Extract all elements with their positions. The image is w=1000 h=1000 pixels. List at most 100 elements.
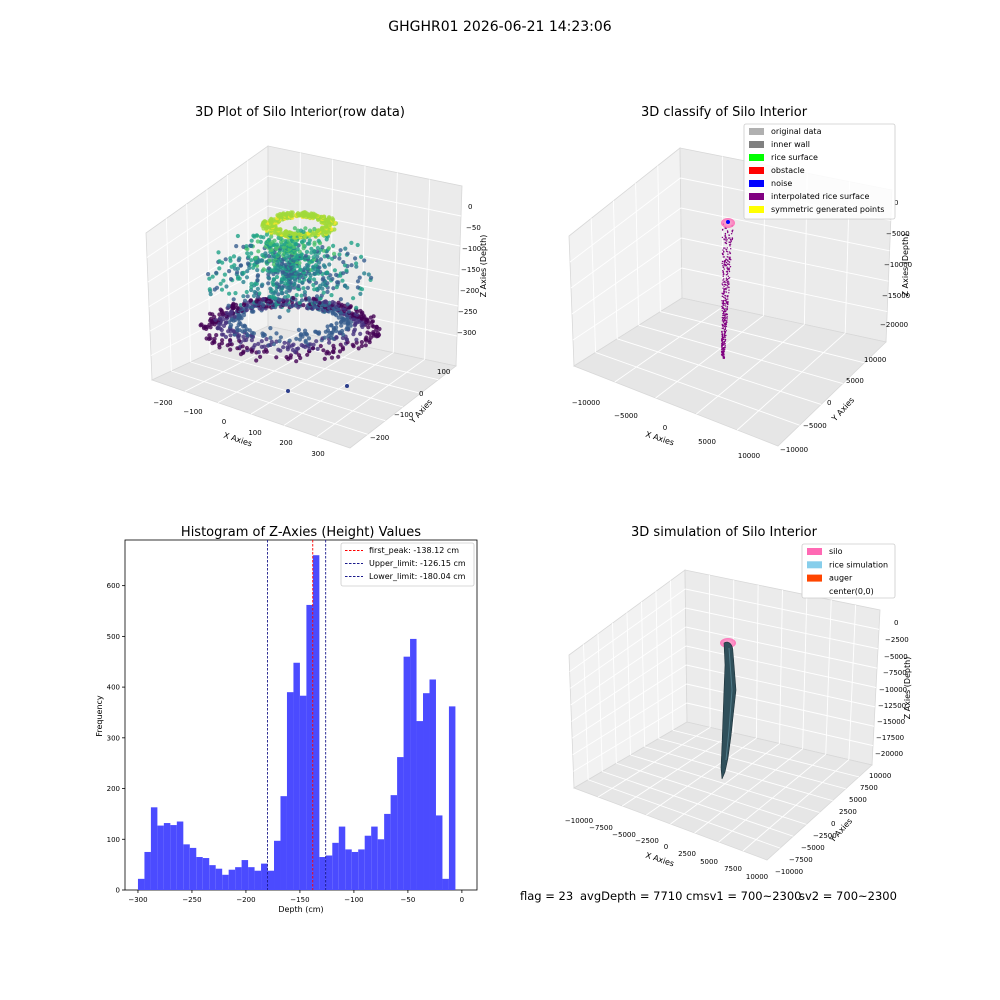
raw-point xyxy=(260,331,265,336)
classify-ztick: −5000 xyxy=(886,230,910,238)
classify-point xyxy=(724,333,726,335)
classify-point xyxy=(722,266,725,269)
classify-xtick: −5000 xyxy=(614,412,638,420)
sim-title: 3D simulation of Silo Interior xyxy=(631,525,818,540)
raw-point xyxy=(284,355,289,360)
classify-point xyxy=(722,275,724,278)
classify-point xyxy=(723,281,726,283)
classify-point xyxy=(725,323,727,326)
classify-point xyxy=(731,237,734,240)
hist-bar xyxy=(410,638,417,890)
raw-point xyxy=(302,238,307,243)
raw-point xyxy=(307,228,313,233)
raw-point xyxy=(253,255,258,260)
raw-point xyxy=(340,278,345,283)
raw-point xyxy=(226,303,231,308)
raw-point xyxy=(321,348,326,353)
hist-xlabel: Depth (cm) xyxy=(278,905,323,914)
classify-point xyxy=(728,270,731,273)
classify-ytick: 0 xyxy=(827,399,831,407)
sim-xtick: −10000 xyxy=(565,817,593,825)
raw-point xyxy=(220,338,225,343)
raw-point xyxy=(358,308,363,314)
grid-line xyxy=(742,759,850,852)
classify-point xyxy=(726,320,728,322)
raw-point xyxy=(297,353,302,358)
sim-ytick: 0 xyxy=(831,820,835,828)
raw-point xyxy=(323,299,328,304)
hist-legend xyxy=(340,542,475,587)
raw-point xyxy=(310,346,316,351)
classify-point xyxy=(723,351,725,353)
raw-point xyxy=(332,227,337,232)
raw-point xyxy=(255,239,260,244)
raw-point xyxy=(355,285,360,290)
raw-point xyxy=(228,277,234,282)
hist-bar xyxy=(364,835,372,890)
sim-legend xyxy=(801,543,896,599)
raw-point xyxy=(254,233,259,238)
raw-point xyxy=(297,278,302,284)
raw-point xyxy=(316,228,321,233)
classify-point xyxy=(726,284,729,286)
classify-y-ticks: 10000 5000 0 −5000 −10000 xyxy=(780,356,886,454)
raw-point xyxy=(318,343,323,349)
raw-point xyxy=(249,338,254,343)
raw-point xyxy=(227,269,232,274)
raw-point xyxy=(334,321,339,326)
classify-point xyxy=(722,300,725,302)
classify-point xyxy=(724,291,726,293)
raw-point xyxy=(214,270,219,275)
raw-point xyxy=(262,219,267,224)
raw-point xyxy=(309,246,314,251)
classify-point xyxy=(721,351,723,354)
raw-point xyxy=(271,277,276,282)
classify-point xyxy=(727,303,729,306)
raw-point xyxy=(295,211,301,216)
hist-reference-lines xyxy=(267,540,327,890)
raw-point xyxy=(299,293,304,298)
raw-point xyxy=(208,316,214,321)
classify-point xyxy=(723,343,725,345)
hist-xtick-label: −50 xyxy=(401,896,416,904)
legend-label: rice surface xyxy=(771,153,818,162)
raw-point xyxy=(269,216,274,221)
raw-xtick: 300 xyxy=(311,450,324,458)
raw-point xyxy=(251,293,257,298)
classify-point xyxy=(721,307,723,310)
hist-bar xyxy=(267,870,275,890)
raw-point xyxy=(294,336,299,341)
classify-point xyxy=(726,278,729,281)
legend-label: noise xyxy=(771,179,792,188)
grid-line xyxy=(658,738,846,790)
grid-line xyxy=(572,683,687,756)
raw-point xyxy=(266,275,271,280)
classify-point xyxy=(728,267,730,269)
sim-xtick: 10000 xyxy=(746,873,768,881)
raw-point xyxy=(321,290,326,295)
classify-point xyxy=(722,302,724,304)
raw-point xyxy=(334,325,339,330)
raw-point xyxy=(224,284,229,289)
hist-bar xyxy=(338,826,346,890)
classify-point xyxy=(723,285,725,287)
raw-point xyxy=(237,256,242,261)
hist-y-ticks: 0 100 200 300 400 500 600 xyxy=(107,582,125,895)
raw-point xyxy=(254,358,259,363)
raw-point xyxy=(266,266,271,271)
raw-point xyxy=(255,286,260,291)
raw-point xyxy=(304,249,310,254)
hist-xtick-label: −200 xyxy=(236,896,255,904)
grid-line xyxy=(686,683,875,727)
raw-point xyxy=(354,264,359,269)
raw-point xyxy=(296,283,301,289)
raw-point xyxy=(334,335,339,340)
raw-point xyxy=(271,262,276,267)
raw-point xyxy=(214,333,219,338)
hist-bar xyxy=(274,840,281,890)
classify-point xyxy=(727,268,729,270)
classify-point xyxy=(723,307,725,310)
classify-ytick: −10000 xyxy=(780,446,808,454)
raw-point xyxy=(336,315,341,320)
classify-point xyxy=(722,251,725,253)
